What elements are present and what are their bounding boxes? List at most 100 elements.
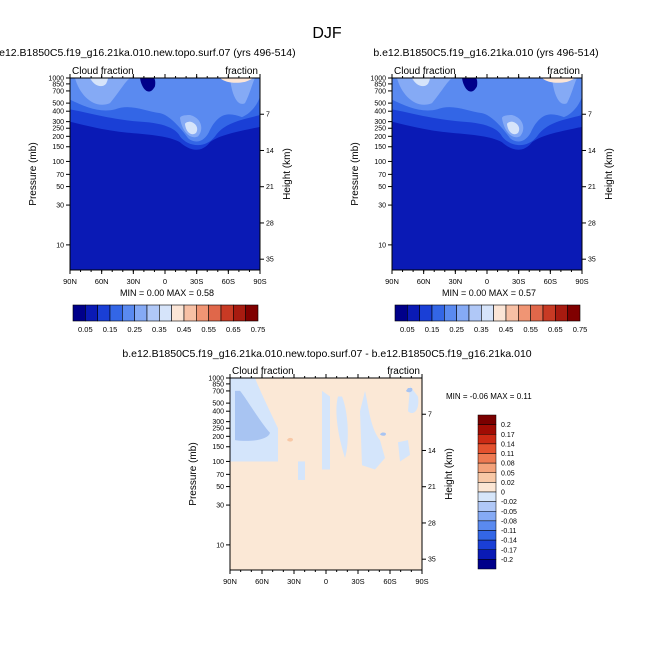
colorbar-box [468,304,482,322]
panel-title: b.e12.B1850C5.f19_g16.21ka.010.new.topo.… [122,348,531,360]
colorbar-box [97,304,111,322]
y-tick-label: 200 [374,134,386,141]
colorbar-box [72,304,86,322]
colorbar-label: -0.05 [501,509,517,516]
colorbar-box [109,304,123,322]
y-tick-label: 100 [52,159,64,166]
colorbar-label: 0.17 [501,432,515,439]
y-right-tick-label: 28 [428,520,436,527]
y-tick-label: 500 [52,101,64,108]
y-tick-label: 50 [378,184,386,191]
y-tick-label: 100 [374,159,386,166]
colorbar-box [481,304,494,322]
colorbar-box [233,304,246,322]
y-tick-label: 850 [52,81,64,88]
field-contour-5 [185,121,198,135]
colorbar-box [85,304,98,322]
y-tick-label: 250 [212,426,224,433]
field-contour-2 [70,78,260,142]
colorbar-box [477,549,497,560]
colorbar-box [419,304,433,322]
colorbar-box [493,304,507,322]
x-tick-label: 60S [222,277,235,286]
diff-contour-8 [406,387,413,393]
left-string: Cloud fraction [394,66,456,77]
colorbar-label: 0.65 [548,325,563,334]
x-tick-label: 90S [415,577,428,586]
colorbar-box [477,472,497,483]
colorbar-box [245,304,259,322]
y-right-tick-label: 35 [588,257,596,264]
y-tick-label: 850 [212,381,224,388]
diff-contour-1 [298,461,305,480]
y-tick-label: 200 [212,434,224,441]
y-right-tick-label: 28 [588,220,596,227]
y-tick-label: 400 [212,409,224,416]
y-tick-label: 200 [52,134,64,141]
y-tick-label: 700 [52,88,64,95]
colorbar-label: 0.75 [573,325,588,334]
diff-contour-5 [398,440,410,462]
colorbar-label: 0.25 [127,325,142,334]
x-tick-label: 90S [253,277,266,286]
y-tick-label: 250 [374,126,386,133]
y-tick-label: 100 [212,459,224,466]
diff-contour-10 [287,437,293,442]
y-tick-label: 400 [52,109,64,116]
field-contour-6 [552,78,577,104]
diff-contour-3 [336,396,348,458]
y-tick-label: 700 [374,88,386,95]
colorbar-box [134,304,148,322]
y-right-tick-label: 21 [588,184,596,191]
colorbar-box [477,539,497,550]
colorbar-box [477,482,497,493]
y-tick-label: 1000 [48,76,64,83]
y-tick-label: 10 [216,542,224,549]
diff-contour-2 [322,390,330,470]
y-tick-label: 500 [374,101,386,108]
y-right-tick-label: 21 [428,484,436,491]
y-axis-label: Pressure (mb) [28,142,39,205]
colorbar-label: 0.2 [501,422,511,429]
field-contour-5 [507,121,520,135]
y-tick-label: 1000 [208,376,224,383]
panel-3: b.e12.B1850C5.f19_g16.21ka.010.new.topo.… [122,348,532,586]
diff-contour-7 [235,390,270,441]
y-tick-label: 300 [212,419,224,426]
y-right-tick-label: 21 [266,184,274,191]
y-tick-label: 10 [56,242,64,249]
x-tick-label: 60N [417,277,431,286]
min-max-label: MIN = -0.06 MAX = 0.11 [446,392,532,401]
colorbar-box [477,424,497,435]
colorbar-label: 0.75 [251,325,266,334]
colorbar-label: 0.65 [226,325,241,334]
left-string: Cloud fraction [232,366,294,377]
colorbar-box [122,304,135,322]
right-string: fraction [225,66,258,77]
panels: b.e12.B1850C5.f19_g16.21ka.010.new.topo.… [0,47,615,586]
y-tick-label: 700 [212,388,224,395]
x-tick-label: 60S [544,277,557,286]
y-tick-label: 10 [378,242,386,249]
colorbar-label: -0.14 [501,538,517,545]
x-tick-label: 30N [287,577,301,586]
y-tick-label: 50 [216,484,224,491]
colorbar-label: 0.35 [474,325,489,334]
y-right-tick-label: 14 [428,448,436,455]
y-right-tick-label: 14 [588,148,596,155]
field-contour-7 [542,78,575,83]
diff-contour-9 [380,432,386,436]
colorbar-label: 0.55 [201,325,216,334]
y-axis-label: Pressure (mb) [350,142,361,205]
y-axis-label: Pressure (mb) [188,442,199,505]
x-tick-label: 30S [190,277,203,286]
x-tick-label: 90N [385,277,399,286]
min-max-label: MIN = 0.00 MAX = 0.57 [442,288,536,298]
x-tick-label: 90S [575,277,588,286]
x-tick-label: 60N [255,577,269,586]
y-right-axis-label: Height (km) [282,148,293,200]
x-tick-label: 60S [383,577,396,586]
colorbar-box [431,304,445,322]
colorbar-label: 0.15 [425,325,440,334]
right-string: fraction [387,366,420,377]
